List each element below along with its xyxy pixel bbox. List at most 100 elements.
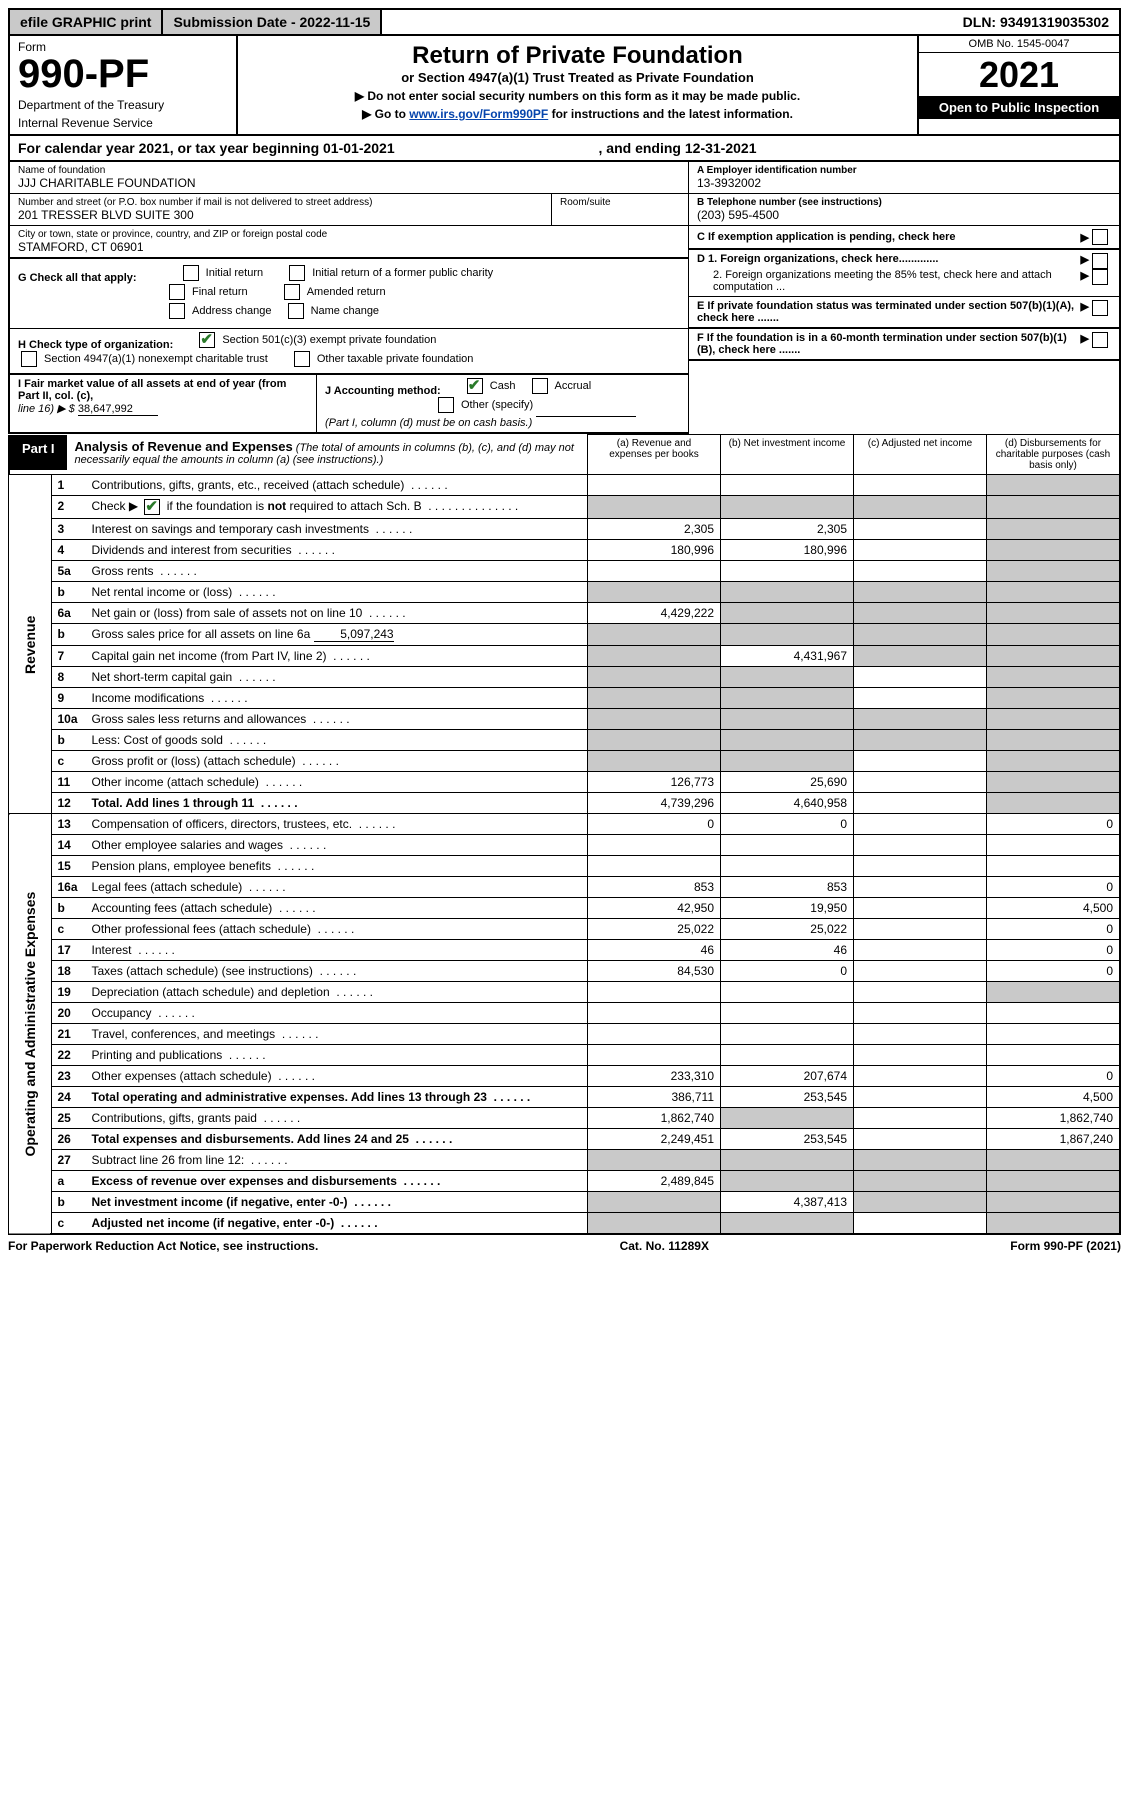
row-16a-col-b: 853: [721, 877, 854, 898]
g-final[interactable]: Final return: [166, 284, 248, 300]
omb-number: OMB No. 1545-0047: [919, 36, 1119, 53]
row-desc: 3Interest on savings and temporary cash …: [51, 519, 588, 540]
g-address[interactable]: Address change: [166, 303, 272, 319]
row-19-col-b: [721, 982, 854, 1003]
row-21-col-d: [987, 1024, 1121, 1045]
row-17: 17Interest . . . . . .46460: [9, 940, 1120, 961]
row-desc: 15Pension plans, employee benefits . . .…: [51, 856, 588, 877]
row-24-col-c: [854, 1087, 987, 1108]
col-c-header: (c) Adjusted net income: [854, 435, 987, 475]
row-b-col-a: [588, 730, 721, 751]
f-checkbox[interactable]: [1092, 332, 1108, 348]
row-c-col-a: [588, 751, 721, 772]
j-other[interactable]: Other (specify): [435, 397, 533, 413]
row-desc: 14Other employee salaries and wages . . …: [51, 835, 588, 856]
h-opt3: Other taxable private foundation: [317, 353, 474, 365]
row-4-col-d: [987, 540, 1121, 561]
h-4947[interactable]: Section 4947(a)(1) nonexempt charitable …: [18, 351, 268, 367]
row-5a-col-d: [987, 561, 1121, 582]
row-3-col-b: 2,305: [721, 519, 854, 540]
g-amended[interactable]: Amended return: [281, 284, 386, 300]
col-b-header: (b) Net investment income: [721, 435, 854, 475]
row-24-col-d: 4,500: [987, 1087, 1121, 1108]
row-27-col-d: [987, 1150, 1121, 1171]
row-2-col-b: [721, 496, 854, 519]
a-label: A Employer identification number: [697, 165, 857, 176]
row-1-col-d: [987, 475, 1121, 496]
f-cell: F If the foundation is in a 60-month ter…: [689, 329, 1119, 361]
row-14-col-a: [588, 835, 721, 856]
row-5a: 5aGross rents . . . . . .: [9, 561, 1120, 582]
addr-label: Number and street (or P.O. box number if…: [18, 197, 543, 208]
g-name[interactable]: Name change: [285, 303, 380, 319]
irs: Internal Revenue Service: [18, 116, 228, 130]
row-8-col-d: [987, 667, 1121, 688]
h-other-tax[interactable]: Other taxable private foundation: [291, 351, 474, 367]
section-g: G Check all that apply: Initial return I…: [10, 259, 688, 329]
row-26-col-c: [854, 1129, 987, 1150]
row-desc: bGross sales price for all assets on lin…: [51, 624, 588, 646]
row-3-col-a: 2,305: [588, 519, 721, 540]
g-opt0: Initial return: [206, 267, 263, 279]
tax-year: 2021: [919, 53, 1119, 96]
row-18: 18Taxes (attach schedule) (see instructi…: [9, 961, 1120, 982]
row-c: cGross profit or (loss) (attach schedule…: [9, 751, 1120, 772]
row-9-col-b: [721, 688, 854, 709]
row-desc: 23Other expenses (attach schedule) . . .…: [51, 1066, 588, 1087]
row-14: 14Other employee salaries and wages . . …: [9, 835, 1120, 856]
row-b: bLess: Cost of goods sold . . . . . .: [9, 730, 1120, 751]
note2-post: for instructions and the latest informat…: [548, 107, 793, 121]
row-7-col-a: [588, 646, 721, 667]
d1-label: D 1. Foreign organizations, check here..…: [697, 253, 938, 265]
row-13-col-d: 0: [987, 814, 1121, 835]
j-accrual-label: Accrual: [555, 380, 592, 392]
d2-checkbox[interactable]: [1092, 269, 1108, 285]
row-4-col-a: 180,996: [588, 540, 721, 561]
row-23-col-c: [854, 1066, 987, 1087]
irs-link[interactable]: www.irs.gov/Form990PF: [409, 107, 548, 121]
row-11-col-c: [854, 772, 987, 793]
row-b-col-b: [721, 624, 854, 646]
form-header: Form 990-PF Department of the Treasury I…: [8, 36, 1121, 136]
g-opt1: Initial return of a former public charit…: [312, 267, 493, 279]
j-accrual[interactable]: Accrual: [529, 378, 592, 394]
row-15-col-a: [588, 856, 721, 877]
row-23: 23Other expenses (attach schedule) . . .…: [9, 1066, 1120, 1087]
row-19-col-a: [588, 982, 721, 1003]
calyear-mid: , and ending: [599, 140, 685, 156]
row-9-col-a: [588, 688, 721, 709]
row-b-col-a: [588, 582, 721, 603]
c-cell: C If exemption application is pending, c…: [689, 226, 1119, 250]
row-desc: 10aGross sales less returns and allowanc…: [51, 709, 588, 730]
row-b-col-a: 42,950: [588, 898, 721, 919]
row-1-col-a: [588, 475, 721, 496]
row-12-col-a: 4,739,296: [588, 793, 721, 814]
dln: DLN: 93491319035302: [953, 10, 1119, 34]
d1-checkbox[interactable]: [1092, 253, 1108, 269]
row-14-col-d: [987, 835, 1121, 856]
city-cell: City or town, state or province, country…: [10, 226, 688, 259]
row-22: 22Printing and publications . . . . . .: [9, 1045, 1120, 1066]
form-subtitle: or Section 4947(a)(1) Trust Treated as P…: [248, 70, 907, 85]
row-b: bAccounting fees (attach schedule) . . .…: [9, 898, 1120, 919]
row-2-col-d: [987, 496, 1121, 519]
row-17-col-a: 46: [588, 940, 721, 961]
g-initial-former[interactable]: Initial return of a former public charit…: [286, 265, 493, 281]
row-10a-col-b: [721, 709, 854, 730]
e-checkbox[interactable]: [1092, 300, 1108, 316]
row-desc: 7Capital gain net income (from Part IV, …: [51, 646, 588, 667]
g-initial[interactable]: Initial return: [180, 265, 263, 281]
efile-btn[interactable]: efile GRAPHIC print: [10, 10, 163, 34]
row-b-col-b: [721, 730, 854, 751]
row-11-col-b: 25,690: [721, 772, 854, 793]
c-checkbox[interactable]: [1092, 229, 1108, 245]
row-8-col-c: [854, 667, 987, 688]
name-label: Name of foundation: [18, 165, 680, 176]
row-22-col-a: [588, 1045, 721, 1066]
row-b-col-c: [854, 898, 987, 919]
h-501c3[interactable]: Section 501(c)(3) exempt private foundat…: [196, 332, 436, 348]
row-25-col-d: 1,862,740: [987, 1108, 1121, 1129]
row-27-col-a: [588, 1150, 721, 1171]
row-6a-col-a: 4,429,222: [588, 603, 721, 624]
j-cash[interactable]: Cash: [464, 378, 516, 394]
